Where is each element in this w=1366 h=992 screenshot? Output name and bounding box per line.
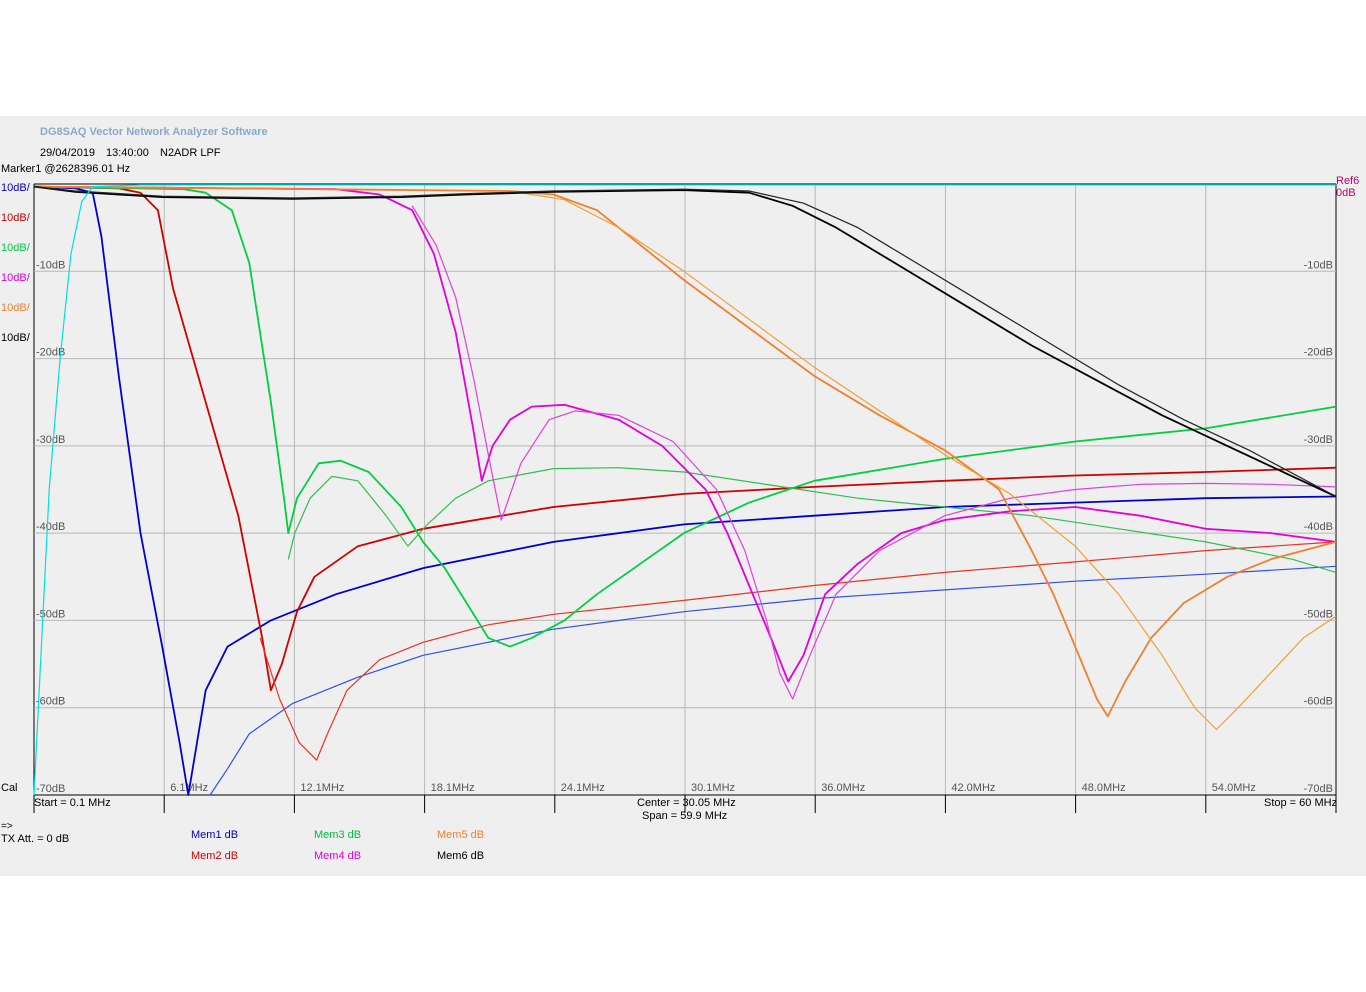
center-frequency: Center = 30.05 MHz	[637, 797, 736, 809]
x-tick-label: 30.1MHz	[691, 782, 735, 794]
app-title: DG8SAQ Vector Network Analyzer Software	[40, 126, 268, 138]
reference-label: Ref6	[1336, 175, 1360, 187]
y-tick-label-right: -60dB	[1304, 696, 1333, 708]
input-prompt: =>	[1, 821, 13, 832]
x-tick-label: 48.0MHz	[1082, 782, 1126, 794]
x-tick-label: 24.1MHz	[561, 782, 605, 794]
scale-label-mem3: 10dB/	[1, 242, 30, 254]
series-line-mem5-db-s11	[509, 190, 1337, 731]
stop-frequency: Stop = 60 MHz	[1264, 797, 1338, 809]
scale-label-mem2: 10dB/	[1, 212, 30, 224]
x-tick-label: 42.0MHz	[951, 782, 995, 794]
y-tick-label-left: -10dB	[36, 259, 65, 271]
y-tick-label-right: -40dB	[1304, 521, 1333, 533]
y-tick-label-left: -60dB	[36, 696, 65, 708]
y-tick-label-right: -30dB	[1304, 434, 1333, 446]
legend-mem3: Mem3 dB	[314, 829, 362, 841]
tx-attenuation: TX Att. = 0 dB	[1, 833, 70, 845]
device-name: N2ADR LPF	[160, 147, 221, 159]
reference-value: 0dB	[1336, 187, 1356, 199]
y-tick-label-left: -70dB	[36, 783, 65, 795]
legend-mem2: Mem2 dB	[191, 850, 239, 862]
series-line-mem1-db-s11	[209, 565, 1337, 796]
x-tick-label: 54.0MHz	[1212, 782, 1256, 794]
y-tick-label-right: -50dB	[1304, 608, 1333, 620]
legend-mem4: Mem4 dB	[314, 850, 362, 862]
legend-mem6: Mem6 dB	[437, 850, 485, 862]
series-line-mem4-db-s11	[411, 205, 1337, 700]
scale-label-mem5: 10dB/	[1, 302, 30, 314]
y-tick-label-right: -70dB	[1304, 783, 1333, 795]
marker-readout: Marker1 @2628396.01 Hz	[1, 163, 131, 175]
span-frequency: Span = 59.9 MHz	[642, 810, 728, 822]
legend-mem5: Mem5 dB	[437, 829, 485, 841]
measurement-date: 29/04/2019	[40, 147, 96, 159]
y-tick-label-left: -40dB	[36, 521, 65, 533]
series-line-mem3-db-s21	[33, 185, 1337, 648]
y-tick-label-left: -20dB	[36, 347, 65, 359]
series-line-mem6-db-s11	[33, 186, 1337, 498]
scale-label-mem6: 10dB/	[1, 332, 30, 344]
y-tick-label-left: -50dB	[36, 608, 65, 620]
x-tick-label: 18.1MHz	[431, 782, 475, 794]
y-tick-label-right: -10dB	[1304, 259, 1333, 271]
scale-label-mem4: 10dB/	[1, 272, 30, 284]
series-line-mem4-db-s21	[33, 185, 1337, 683]
series-line-mem2-db-s11	[259, 541, 1337, 761]
y-tick-label-right: -20dB	[1304, 347, 1333, 359]
series-line-mem1-db-s21	[33, 185, 1337, 796]
series-line-cal-ref	[33, 184, 1336, 796]
series-line-mem2-db-s21	[33, 185, 1337, 692]
series-line-mem3-db-s11	[287, 467, 1337, 573]
scale-label-mem1: 10dB/	[1, 182, 30, 194]
x-tick-label: 12.1MHz	[300, 782, 344, 794]
legend-mem1: Mem1 dB	[191, 829, 239, 841]
x-tick-label: 36.0MHz	[821, 782, 865, 794]
analyzer-panel: DG8SAQ Vector Network Analyzer Software …	[0, 116, 1366, 876]
measurement-time: 13:40:00	[106, 147, 149, 159]
y-tick-label-left: -30dB	[36, 434, 65, 446]
series-line-mem6-db-s21	[33, 185, 1337, 498]
start-frequency: Start = 0.1 MHz	[34, 797, 111, 809]
cal-indicator: Cal	[1, 782, 18, 794]
